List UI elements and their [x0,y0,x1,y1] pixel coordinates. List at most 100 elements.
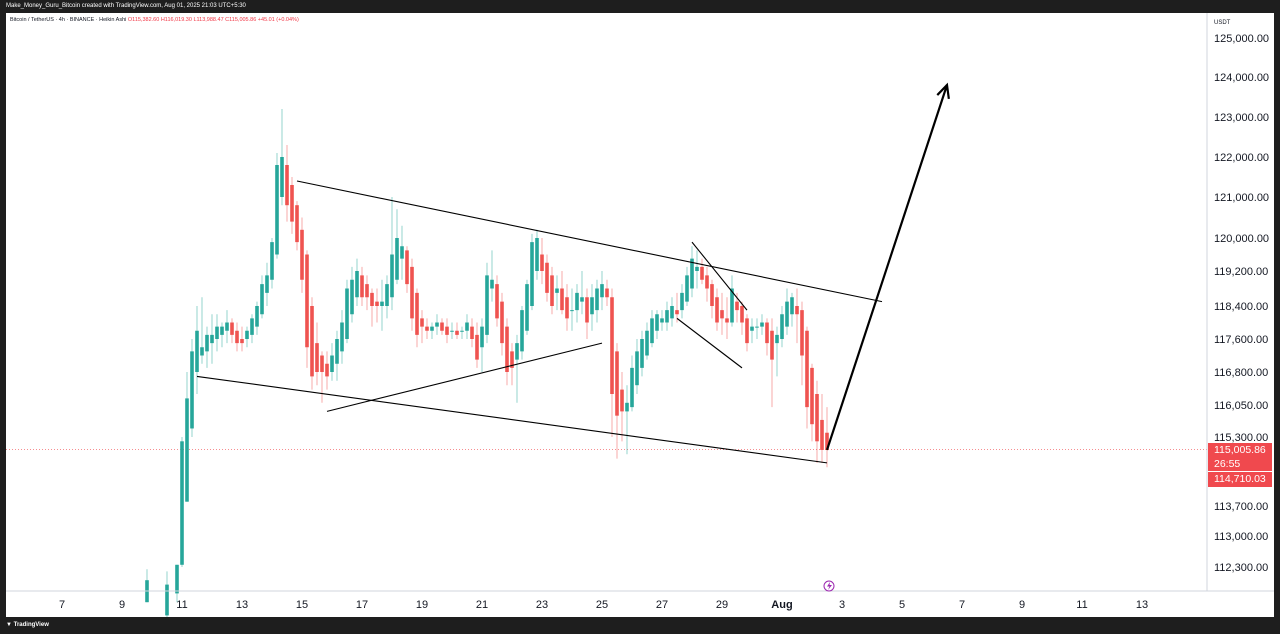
trendline[interactable] [691,241,748,311]
trendline[interactable] [326,342,603,412]
candle [600,271,604,311]
candle-body [260,284,264,315]
time-tick-label: 27 [656,599,668,611]
candle [395,209,399,285]
candle [800,301,804,386]
candle-body [290,185,294,222]
candle-body [780,314,784,339]
candle-body [745,318,749,344]
candle [495,275,499,327]
candle-body [620,389,624,412]
arrow-head [936,82,950,100]
candle-body [220,326,224,335]
candle-body [175,564,179,594]
candle [520,306,524,360]
candle [490,250,494,302]
candle [390,197,394,311]
time-tick-label: 13 [1136,599,1148,611]
candle [310,297,314,390]
candle [340,310,344,364]
candle-body [475,334,479,360]
candle-body [245,330,249,339]
candle-body [205,334,209,352]
candle-body [310,306,314,377]
candle [425,318,429,339]
candle-body [230,322,234,335]
price-tick-label: 120,000.00 [1214,233,1269,245]
candle-body [470,326,474,339]
candle-body [365,284,369,298]
trendline[interactable] [296,180,883,303]
time-tick-label: 17 [356,599,368,611]
candle [760,314,764,335]
candle-body [355,271,359,298]
forecast-arrow[interactable] [825,82,950,451]
candle [475,322,479,368]
candle [650,310,654,348]
candle [175,564,179,603]
candle-body [665,310,669,323]
candle-body [605,288,609,298]
candle-body [335,339,339,364]
candle [190,339,194,437]
candle [470,318,474,348]
candle [385,275,389,319]
candle [335,330,339,381]
legend-high: H116,019.30 [160,17,192,23]
candle [625,385,629,455]
price-tick-label: 125,000.00 [1214,33,1269,45]
candle-body [670,306,674,319]
candle [500,292,504,356]
candle-body [790,297,794,315]
time-tick-label: 19 [416,599,428,611]
chart-svg[interactable]: USDT 125,000.00 124,000.00 123,000.00 122,0… [6,13,1274,617]
annotation-layer [196,82,950,464]
time-tick-label: 3 [839,599,845,611]
candle-body [455,330,459,335]
candle [580,271,584,315]
candle-body [635,351,639,386]
candle-body [815,394,819,442]
candle-body [760,322,764,327]
candle-body [585,297,589,323]
candle-body [345,288,349,339]
candle [605,279,609,306]
candle-body [795,306,799,315]
candle [655,310,659,339]
candle-body [755,326,759,328]
lightning-icon[interactable] [823,580,835,592]
candle [645,322,649,360]
candle [210,314,214,364]
price-tick-label: 117,600.00 [1214,334,1268,346]
candle [700,258,704,285]
price-tick-label: 118,400.00 [1214,301,1268,313]
trendline[interactable] [676,317,743,369]
candle-body [580,297,584,302]
candle-body [235,330,239,344]
candle-body [525,284,529,331]
candle [255,301,259,335]
candle-body [650,318,654,344]
candle-body [710,284,714,306]
trendline[interactable] [196,375,828,464]
candle [610,288,614,437]
candle-body [440,322,444,331]
candle [665,301,669,331]
chart-frame: USDT 125,000.00 124,000.00 123,000.00 122,0… [6,13,1274,617]
candle [555,275,559,311]
candle [805,326,809,429]
candle-body [705,275,709,289]
candle-body [380,301,384,306]
price-tick-label: 113,700.00 [1214,501,1268,513]
candle-body [675,310,679,315]
candle-body [490,279,494,289]
candle-body [630,367,634,408]
candle [250,314,254,344]
candle-body [370,292,374,306]
candle [485,262,489,344]
candle-body [715,297,719,323]
candle [195,306,199,394]
time-tick-label: 7 [959,599,965,611]
candle [345,279,349,344]
candle [420,310,424,344]
